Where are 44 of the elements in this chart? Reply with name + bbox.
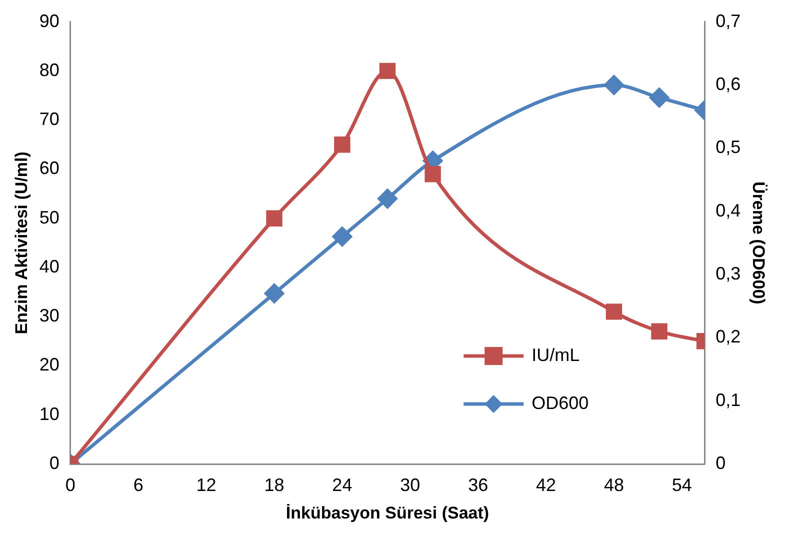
point bbox=[651, 323, 668, 340]
y-tick-label: 90 bbox=[39, 10, 60, 31]
y-tick-label: 50 bbox=[39, 207, 60, 228]
y2-tick-label: 0,5 bbox=[716, 137, 741, 158]
x-tick-label: 18 bbox=[264, 474, 284, 495]
x-tick-label: 6 bbox=[133, 474, 144, 495]
x-tick-label: 42 bbox=[536, 474, 556, 495]
point bbox=[266, 210, 282, 226]
y2-tick-label: 0,3 bbox=[716, 263, 741, 284]
x-tick-label: 12 bbox=[196, 474, 216, 495]
y-tick-label: 20 bbox=[39, 354, 60, 375]
y-tick-label: 70 bbox=[39, 109, 60, 130]
point bbox=[650, 88, 670, 108]
point bbox=[264, 284, 284, 304]
point bbox=[606, 304, 622, 320]
x-tick-label: 0 bbox=[65, 474, 76, 495]
point bbox=[604, 75, 624, 95]
y-tick-label: 30 bbox=[39, 306, 60, 326]
y2-tick-label: 0,6 bbox=[716, 74, 741, 94]
y-tick-label: 80 bbox=[39, 60, 60, 80]
x-tick-label: 24 bbox=[332, 474, 352, 495]
point bbox=[334, 136, 350, 153]
y2-tick-label: 0,7 bbox=[716, 10, 741, 31]
y2-tick-label: 0,2 bbox=[716, 326, 741, 347]
x-tick-label: 48 bbox=[604, 474, 624, 495]
y-tick-label: 40 bbox=[39, 256, 60, 276]
y2-tick-label: 0,1 bbox=[716, 390, 741, 410]
point bbox=[379, 62, 396, 80]
x-tick-label: 30 bbox=[400, 474, 420, 495]
point bbox=[378, 188, 398, 208]
point bbox=[424, 166, 441, 182]
y2-tick-label: 0,4 bbox=[716, 200, 741, 220]
y2-axis-title: Üreme (OD600) bbox=[749, 181, 768, 304]
x-tick-label: 54 bbox=[672, 474, 692, 495]
y-tick-label: 0 bbox=[49, 452, 60, 473]
y-tick-label: 60 bbox=[39, 158, 60, 178]
x-axis-title: İnkübasyon Süresi (Saat) bbox=[286, 503, 490, 522]
point bbox=[332, 226, 352, 246]
x-tick-label: 36 bbox=[468, 474, 488, 495]
y2-tick-label: 0 bbox=[716, 452, 726, 473]
legend-label: IU/mL bbox=[532, 344, 580, 365]
legend-label: OD600 bbox=[532, 392, 589, 413]
y-axis-title: Enzim Aktivitesi (U/ml) bbox=[12, 152, 31, 334]
y-tick-label: 10 bbox=[39, 404, 60, 424]
